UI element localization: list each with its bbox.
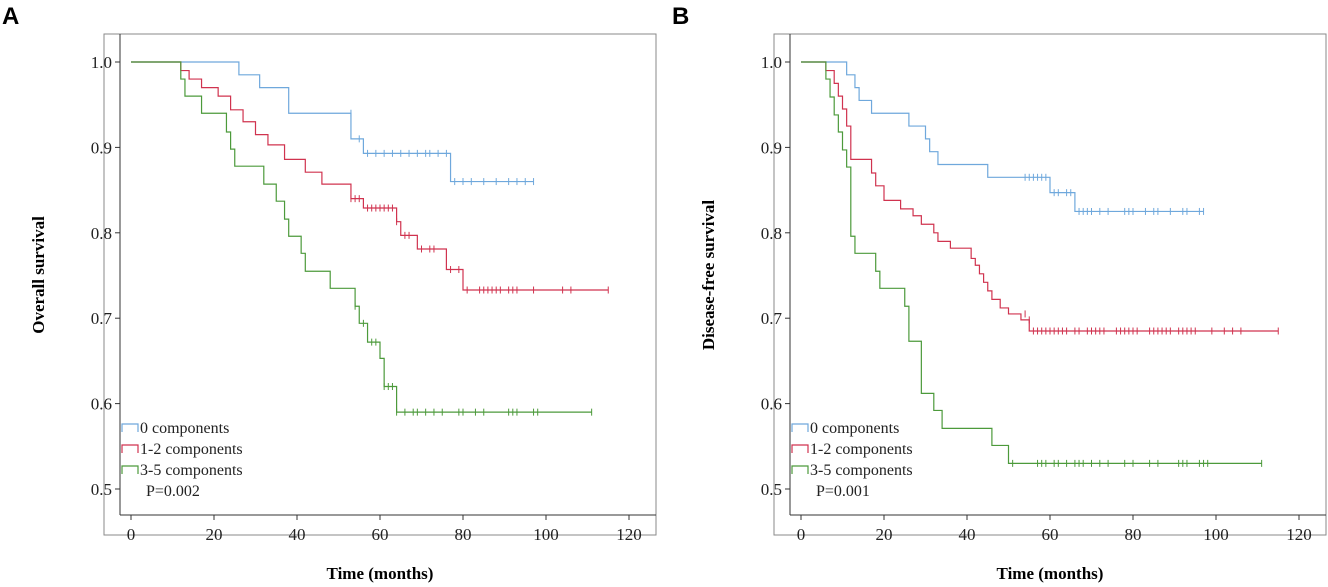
- legend-label-0: 0 components: [810, 420, 899, 437]
- x-tick-label: 40: [959, 525, 976, 544]
- p-value: P=0.001: [816, 483, 870, 500]
- legend-label-2: 3-5 components: [810, 462, 913, 479]
- legend-label-1: 1-2 components: [140, 441, 243, 458]
- p-value: P=0.002: [146, 483, 200, 500]
- y-tick-label: 1.0: [761, 53, 782, 72]
- y-tick-group: 0.5 0.6 0.7 0.8 0.9 1.0: [91, 53, 120, 499]
- survival-curve-0: [801, 61, 1204, 213]
- legend-label-2: 3-5 components: [140, 462, 243, 479]
- survival-curve-1: [801, 61, 1279, 332]
- panel-a: A 0.5 0.6 0.7 0.8 0.9 1.0 0 20 40 60 80 100 120 Tim…: [2, 3, 657, 583]
- legend-label-0: 0 components: [140, 420, 229, 437]
- series-layer: [131, 61, 609, 416]
- x-tick-label: 100: [1203, 525, 1229, 544]
- x-tick-label: 40: [289, 525, 306, 544]
- legend-swatch-1: [121, 444, 139, 453]
- x-tick-label: 20: [206, 525, 223, 544]
- y-axis-title: Disease-free survival: [699, 200, 718, 351]
- y-tick-label: 0.7: [91, 309, 113, 328]
- survival-curve-0: [131, 61, 534, 183]
- legend-swatch-0: [791, 423, 809, 432]
- y-tick-label: 0.6: [91, 395, 112, 414]
- panel-label: A: [2, 3, 19, 30]
- x-tick-label: 100: [533, 525, 559, 544]
- series-layer: [801, 61, 1279, 467]
- x-tick-label: 0: [797, 525, 806, 544]
- x-axis-title: Time (months): [997, 564, 1104, 583]
- panel-b: B 0.5 0.6 0.7 0.8 0.9 1.0 0 20 40 60 80 100 120 Tim…: [672, 3, 1327, 583]
- y-tick-label: 0.8: [91, 224, 112, 243]
- x-tick-group: 0 20 40 60 80 100 120: [797, 515, 1312, 544]
- survival-curve-2: [801, 61, 1262, 464]
- y-tick-label: 0.8: [761, 224, 782, 243]
- legend-label-1: 1-2 components: [810, 441, 913, 458]
- y-tick-label: 0.5: [761, 480, 782, 499]
- x-tick-label: 80: [1125, 525, 1142, 544]
- legend: 0 components 1-2 components 3-5 componen…: [121, 420, 243, 500]
- x-tick-label: 60: [372, 525, 389, 544]
- x-tick-label: 60: [1042, 525, 1059, 544]
- y-tick-group: 0.5 0.6 0.7 0.8 0.9 1.0: [761, 53, 790, 499]
- x-tick-label: 80: [455, 525, 472, 544]
- x-tick-label: 120: [616, 525, 642, 544]
- x-axis-title: Time (months): [327, 564, 434, 583]
- y-tick-label: 0.6: [761, 395, 782, 414]
- legend: 0 components 1-2 components 3-5 componen…: [791, 420, 913, 500]
- y-tick-label: 0.5: [91, 480, 112, 499]
- survival-curve-1: [131, 61, 609, 291]
- legend-swatch-2: [121, 465, 139, 474]
- x-tick-group: 0 20 40 60 80 100 120: [127, 515, 642, 544]
- y-tick-label: 0.9: [91, 138, 112, 157]
- panel-label: B: [672, 3, 689, 30]
- survival-curve-2: [131, 61, 592, 413]
- x-tick-label: 20: [876, 525, 893, 544]
- y-tick-label: 0.7: [761, 309, 783, 328]
- x-tick-label: 0: [127, 525, 136, 544]
- plot-frame: [103, 33, 657, 536]
- y-axis-title: Overall survival: [29, 216, 48, 334]
- y-tick-label: 1.0: [91, 53, 112, 72]
- y-tick-label: 0.9: [761, 138, 782, 157]
- legend-swatch-2: [791, 465, 809, 474]
- plot-frame: [773, 33, 1327, 536]
- legend-swatch-0: [121, 423, 139, 432]
- legend-swatch-1: [791, 444, 809, 453]
- x-tick-label: 120: [1286, 525, 1312, 544]
